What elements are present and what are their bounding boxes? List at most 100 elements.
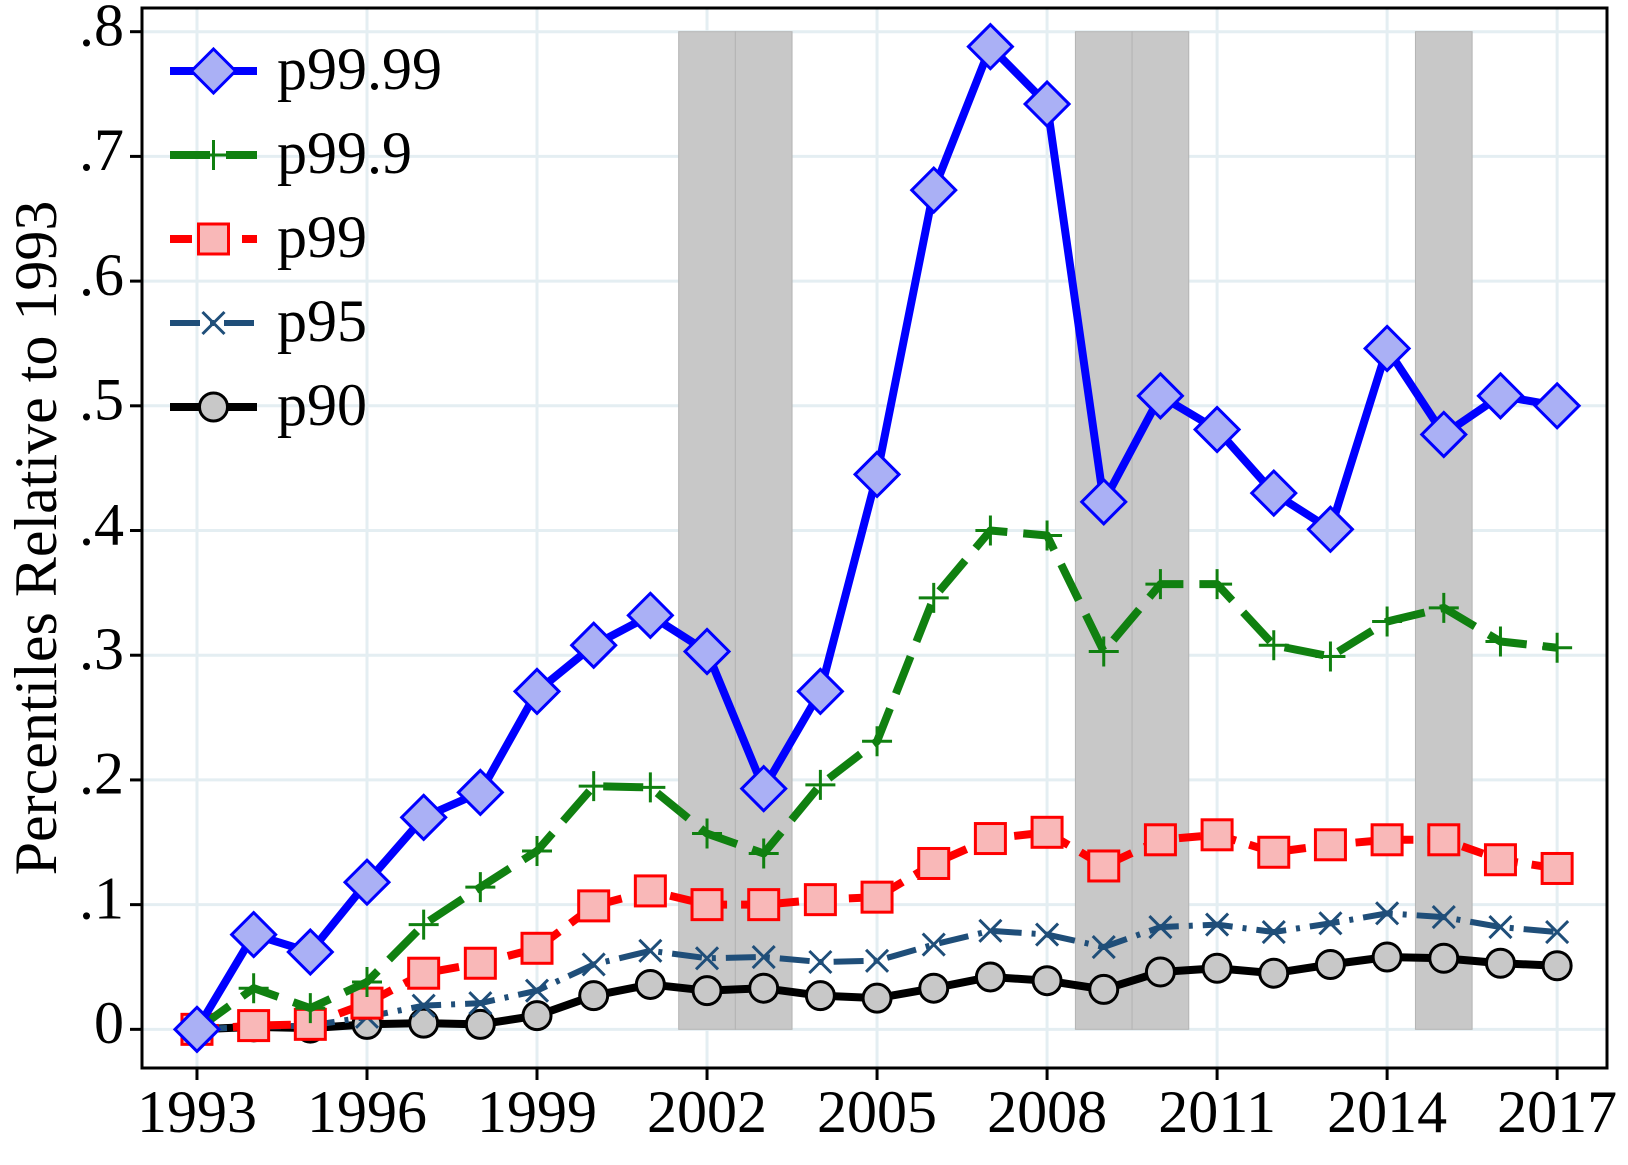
legend-item: p99 [170, 204, 367, 270]
legend-item: p95 [170, 288, 367, 354]
marker [633, 874, 667, 908]
marker [635, 772, 666, 803]
shaded-period [734, 31, 793, 1030]
marker [456, 768, 505, 817]
marker [1022, 79, 1072, 129]
marker [578, 980, 610, 1012]
shaded-period [678, 31, 736, 1030]
marker [804, 980, 836, 1012]
marker [1136, 371, 1185, 420]
marker [577, 889, 611, 923]
marker [1261, 920, 1286, 945]
marker [238, 973, 269, 1004]
marker [808, 949, 833, 975]
marker [966, 22, 1015, 71]
marker [1427, 823, 1461, 857]
marker [682, 627, 732, 676]
y-tick-label: .3 [79, 616, 124, 682]
legend-marker [189, 46, 238, 96]
marker [1483, 843, 1517, 877]
marker [739, 764, 788, 813]
marker [626, 591, 675, 640]
marker [1545, 920, 1570, 945]
marker [229, 910, 278, 959]
marker [751, 944, 776, 970]
marker [852, 450, 902, 499]
x-tick-label: 2002 [647, 1079, 767, 1145]
marker [694, 946, 720, 971]
marker [1533, 381, 1582, 430]
marker [1375, 901, 1400, 926]
marker [1145, 569, 1176, 600]
marker [1314, 948, 1346, 980]
y-tick-label: .7 [79, 117, 124, 183]
marker [351, 966, 382, 997]
marker [408, 909, 439, 940]
marker [569, 621, 618, 670]
marker [1428, 592, 1459, 623]
marker [1088, 973, 1120, 1005]
x-tick-label: 1999 [477, 1079, 597, 1145]
marker [408, 1007, 440, 1039]
y-tick-label: .4 [79, 491, 124, 557]
marker [1318, 911, 1343, 936]
marker [172, 1005, 222, 1054]
marker [803, 883, 837, 917]
marker [1371, 941, 1403, 973]
x-tick-label: 2005 [817, 1079, 937, 1145]
marker [918, 582, 949, 613]
legend-item: p99.9 [170, 120, 412, 186]
marker [1484, 947, 1516, 979]
marker [796, 667, 845, 716]
marker [690, 888, 724, 922]
x-tick-label: 2008 [987, 1079, 1107, 1145]
marker [581, 952, 606, 977]
y-tick-label: .6 [79, 242, 124, 308]
marker [805, 769, 836, 800]
marker [909, 165, 958, 215]
legend-label: p95 [277, 288, 367, 354]
y-axis-label: Percentiles Relative to 1993 [3, 201, 69, 876]
marker [638, 938, 663, 963]
marker [1031, 965, 1063, 997]
marker [1362, 324, 1412, 373]
marker [1476, 371, 1525, 420]
marker [465, 872, 496, 903]
legend-marker [197, 222, 230, 256]
marker [1370, 823, 1404, 857]
marker [578, 771, 609, 802]
plot-frame [140, 6, 1609, 1070]
marker [978, 918, 1003, 943]
marker [342, 858, 392, 907]
marker [1540, 851, 1574, 885]
marker [1488, 915, 1513, 940]
legend-item: p90 [170, 372, 367, 438]
marker [295, 993, 326, 1024]
marker [1315, 641, 1346, 672]
marker [1428, 942, 1460, 974]
marker [975, 515, 1006, 546]
marker [1419, 410, 1468, 459]
legend-item: p99.99 [170, 36, 442, 102]
marker [521, 1000, 553, 1032]
marker [399, 793, 448, 842]
marker [286, 927, 335, 977]
y-tick-label: 0 [94, 990, 124, 1056]
marker [921, 932, 946, 957]
legend-marker [198, 140, 229, 170]
marker [1032, 520, 1063, 551]
marker [917, 846, 951, 880]
marker [1079, 477, 1128, 526]
marker [748, 972, 780, 1004]
y-tick-label: .8 [79, 0, 124, 58]
legend-label: p90 [277, 372, 367, 438]
marker [974, 961, 1006, 993]
marker [237, 1009, 271, 1043]
marker [1192, 405, 1242, 454]
marker [1249, 468, 1298, 518]
marker [1313, 828, 1347, 862]
marker [1035, 922, 1060, 947]
marker [692, 818, 723, 849]
marker [1542, 632, 1573, 663]
